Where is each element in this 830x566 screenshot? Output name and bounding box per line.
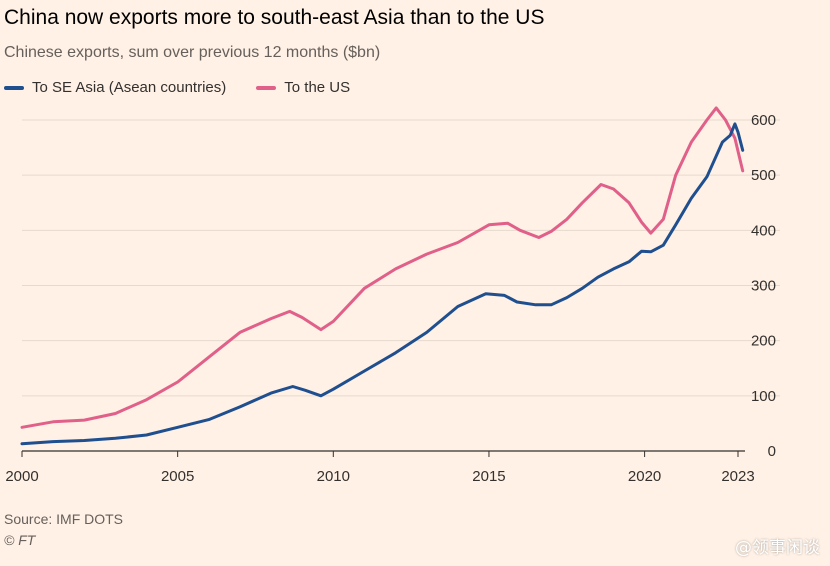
series-line-se-asia — [20, 122, 745, 446]
y-tick-label-100: 100 — [751, 388, 776, 405]
y-axis-ticks: 0 100 200 300 400 500 600 — [751, 112, 776, 460]
x-tick-label-2005: 2005 — [161, 468, 194, 485]
chart-title: China now exports more to south-east Asi… — [4, 6, 545, 29]
source-note: Source: IMF DOTS — [4, 511, 124, 527]
legend-item-se-asia: To SE Asia (Asean countries) — [4, 79, 226, 96]
legend-label-us: To the US — [284, 79, 351, 96]
legend-swatch-us — [256, 85, 277, 90]
x-tick-label-2023: 2023 — [721, 468, 754, 485]
copyright-note: © FT — [4, 532, 36, 548]
legend-label-se-asia: To SE Asia (Asean countries) — [32, 79, 227, 96]
x-tick-label-2015: 2015 — [472, 468, 505, 485]
x-axis: 2000 2005 2010 2015 2020 2023 — [5, 450, 755, 485]
chart-subtitle: Chinese exports, sum over previous 12 mo… — [4, 44, 381, 61]
x-tick-label-2010: 2010 — [317, 468, 350, 485]
y-tick-label-0: 0 — [768, 443, 776, 460]
x-tick-label-2020: 2020 — [628, 468, 661, 485]
x-tick-label-2000: 2000 — [5, 468, 38, 485]
legend-swatch-se-asia — [4, 85, 24, 90]
chart-legend: To SE Asia (Asean countries) To the US — [4, 79, 350, 96]
series-line-us — [20, 106, 745, 429]
legend-item-us: To the US — [256, 79, 350, 96]
y-tick-label-200: 200 — [751, 333, 776, 350]
y-tick-label-600: 600 — [751, 112, 776, 129]
y-tick-label-400: 400 — [751, 222, 776, 239]
series-lines — [20, 106, 745, 446]
y-tick-label-300: 300 — [751, 278, 776, 295]
y-tick-label-500: 500 — [751, 167, 776, 184]
gridlines — [22, 119, 780, 397]
watermark: @领事闲谈 — [735, 538, 820, 558]
